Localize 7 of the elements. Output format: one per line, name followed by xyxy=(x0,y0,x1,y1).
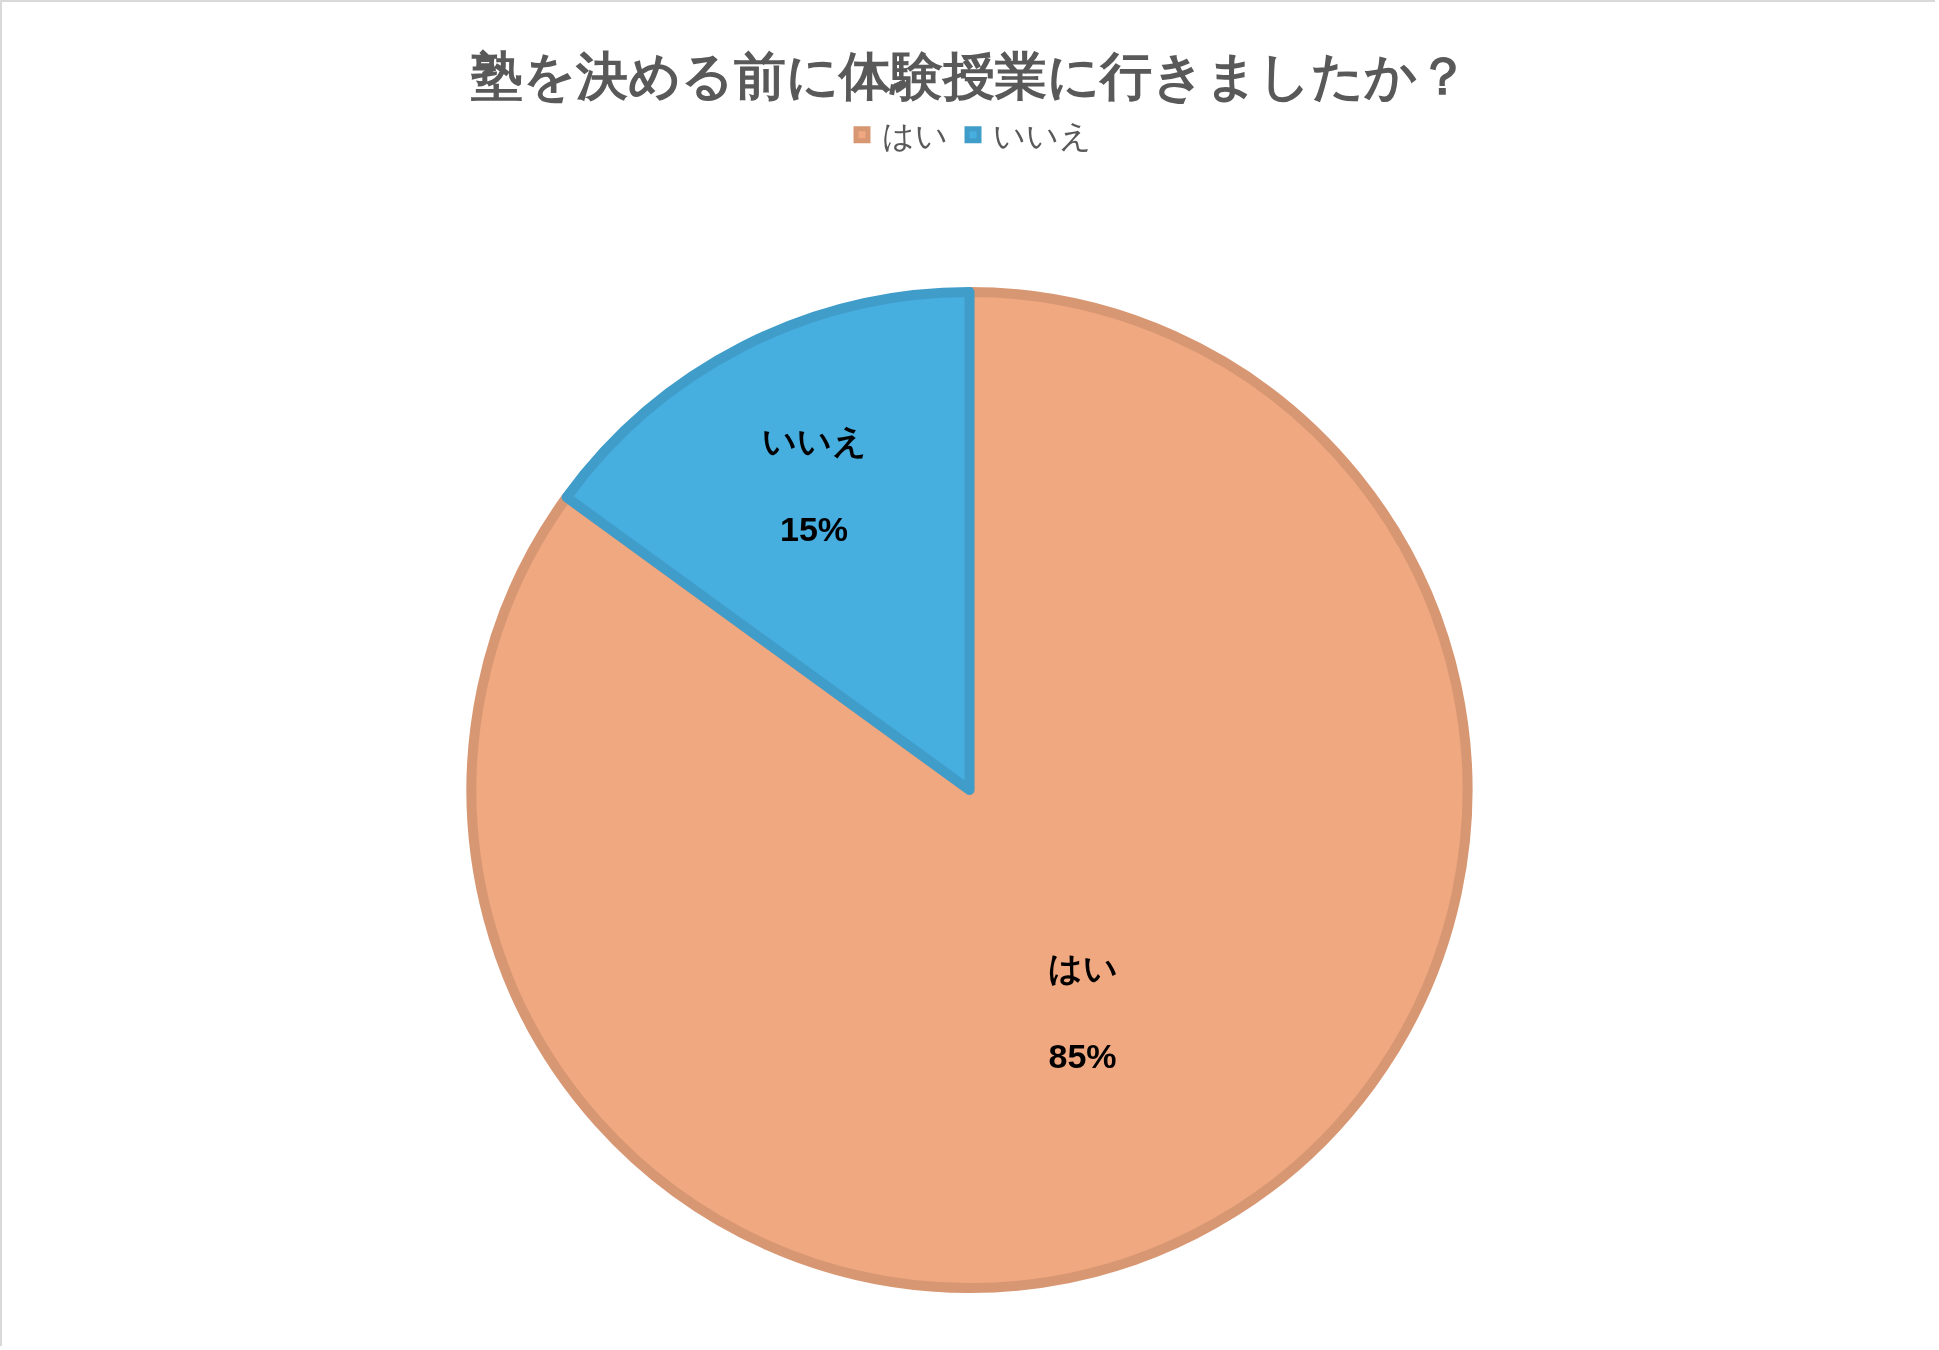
data-label: 15% xyxy=(779,510,849,549)
data-label: 85% xyxy=(1048,1037,1117,1076)
slice-label: はい xyxy=(1047,948,1118,987)
slice-label: いいえ xyxy=(761,421,867,460)
legend-label: はい xyxy=(882,118,948,155)
legend-label: いいえ xyxy=(993,118,1092,155)
chart-title: 塾を決める前に体験授業に行きましたか？ xyxy=(469,47,1469,106)
